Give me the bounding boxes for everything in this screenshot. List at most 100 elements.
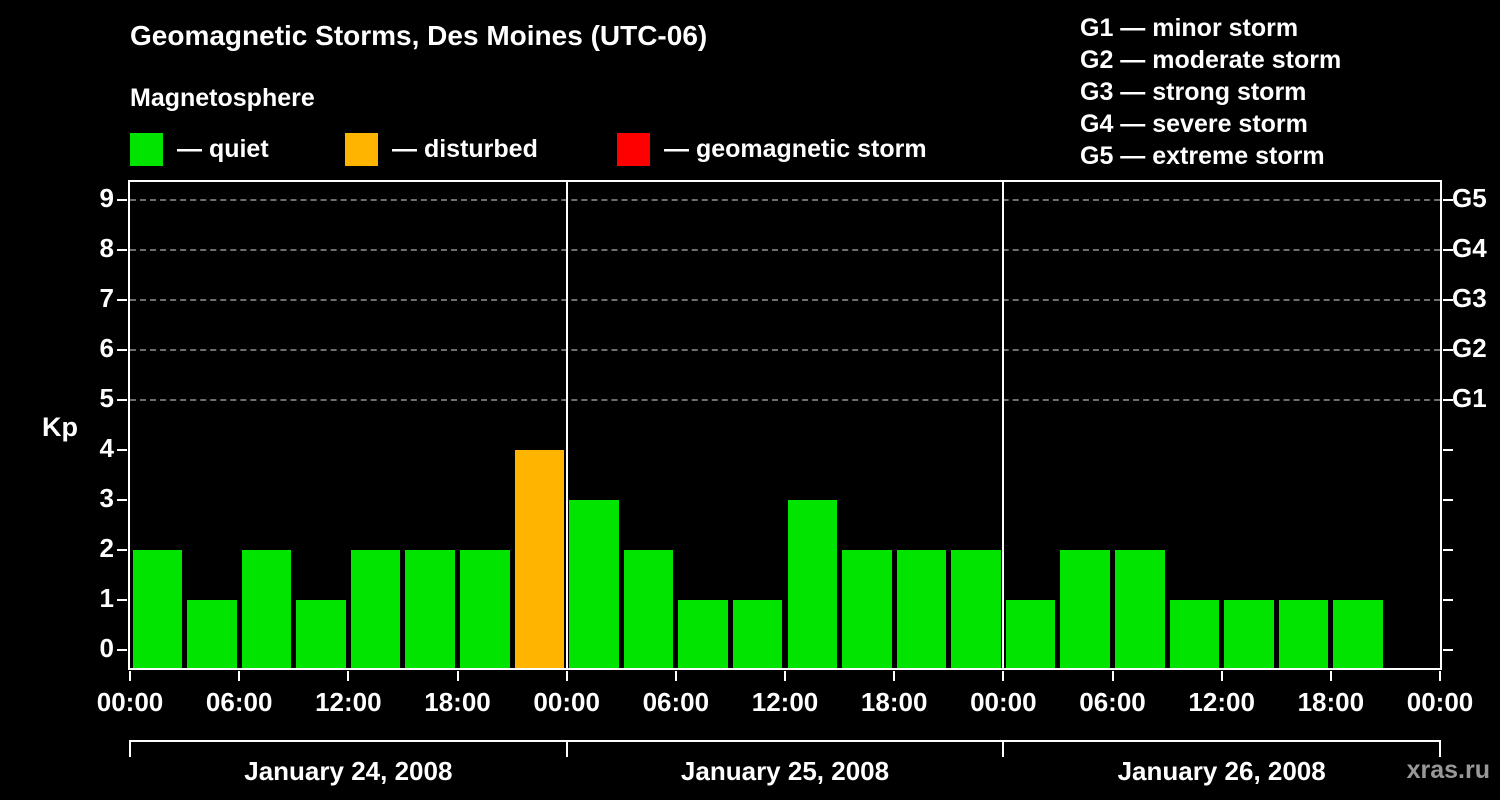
x-tick-mark (1220, 671, 1223, 681)
gridline-kp-7 (130, 299, 1440, 301)
g-level-label: G2 (1452, 333, 1487, 363)
y-tick-mark (117, 199, 127, 201)
kp-bar (678, 600, 728, 668)
x-tick-label: 12:00 (1188, 687, 1255, 717)
kp-bar (296, 600, 346, 668)
x-tick-label: 06:00 (1079, 687, 1146, 717)
g2-legend-entry: G2 — moderate storm (1080, 46, 1342, 74)
g-scale-legend: G1 — minor storm G2 — moderate storm G3 … (1080, 12, 1341, 172)
disturbed-color-swatch (345, 132, 378, 166)
x-tick-mark (238, 671, 241, 681)
x-tick-label: 06:00 (205, 687, 273, 717)
y-tick-mark (117, 549, 127, 551)
g-level-label: G3 (1452, 283, 1487, 313)
x-tick-mark (565, 671, 568, 681)
x-tick-mark (456, 671, 459, 681)
y-tick-label: 3 (99, 483, 114, 513)
x-tick-label: 12:00 (315, 687, 382, 717)
gridline-kp-5 (130, 399, 1440, 401)
date-axis-tick (129, 740, 131, 757)
y-tick-mark-right (1443, 449, 1453, 451)
legend-item-disturbed: — disturbed (345, 132, 538, 166)
y-tick-mark-right (1443, 299, 1453, 301)
x-tick-mark (1439, 671, 1441, 681)
x-tick-label: 12:00 (751, 687, 819, 717)
kp-bar (732, 600, 783, 668)
y-tick-mark-right (1443, 399, 1453, 401)
x-tick-label: 18:00 (1297, 687, 1365, 717)
g1-legend-entry: G1 — minor storm (1080, 14, 1299, 42)
y-tick-label: 1 (99, 583, 114, 613)
day-separator (565, 182, 568, 668)
kp-bar (951, 550, 1001, 668)
disturbed-label: — disturbed (392, 134, 538, 163)
kp-bar (1060, 550, 1110, 668)
y-tick-mark (117, 449, 127, 451)
y-tick-mark-right (1443, 249, 1453, 251)
x-tick-mark (129, 671, 131, 681)
y-tick-mark (117, 399, 127, 401)
x-tick-mark (674, 671, 677, 681)
date-axis-tick (565, 740, 568, 757)
y-tick-label: 7 (99, 283, 114, 313)
kp-bar (896, 550, 947, 668)
x-tick-label: 18:00 (424, 687, 491, 717)
kp-bar (241, 550, 292, 668)
x-tick-mark (784, 671, 786, 681)
x-tick-label: 00:00 (1406, 687, 1474, 717)
kp-bar (1005, 600, 1056, 668)
kp-bar (1224, 600, 1274, 668)
x-tick-mark (1329, 671, 1332, 681)
y-tick-label: 9 (99, 183, 114, 213)
kp-bar (460, 550, 510, 668)
gridline-kp-8 (130, 249, 1440, 251)
g-level-label: G1 (1452, 383, 1487, 413)
x-tick-label: 00:00 (96, 687, 164, 717)
g-level-label: G5 (1452, 183, 1487, 213)
x-tick-label: 00:00 (533, 687, 600, 717)
y-tick-label: 6 (99, 333, 114, 363)
y-tick-mark-right (1443, 199, 1453, 201)
y-tick-mark-right (1443, 649, 1453, 651)
legend-item-quiet: — quiet (130, 132, 269, 166)
kp-bar (514, 450, 565, 668)
kp-bar (623, 550, 674, 668)
kp-bar (132, 550, 183, 668)
legend-item-storm: — geomagnetic storm (617, 132, 927, 166)
kp-bar (1115, 550, 1165, 668)
chart-subtitle: Magnetosphere (130, 84, 315, 112)
day-separator (1002, 182, 1005, 668)
storm-color-swatch (617, 132, 650, 166)
kp-bar (405, 550, 455, 668)
watermark: xras.ru (1406, 756, 1490, 784)
date-axis-line (130, 740, 1440, 742)
y-tick-mark (117, 499, 127, 501)
g5-legend-entry: G5 — extreme storm (1080, 142, 1325, 170)
y-tick-label: 4 (99, 433, 114, 463)
x-tick-label: 18:00 (860, 687, 928, 717)
date-axis-tick (1439, 740, 1441, 757)
date-label: January 24, 2008 (244, 756, 453, 786)
date-axis-tick (1002, 740, 1005, 757)
y-tick-mark (117, 349, 127, 351)
y-tick-mark-right (1443, 549, 1453, 551)
y-axis-label: Kp (42, 412, 78, 442)
kp-bar (1278, 600, 1329, 668)
kp-bar (1169, 600, 1220, 668)
date-label: January 26, 2008 (1117, 756, 1326, 786)
kp-bar (1333, 600, 1383, 668)
y-tick-label: 2 (99, 533, 114, 563)
y-tick-mark-right (1443, 499, 1453, 501)
x-tick-mark (347, 671, 350, 681)
kp-bar (187, 600, 237, 668)
gridline-kp-9 (130, 199, 1440, 201)
y-tick-mark (117, 599, 127, 601)
x-tick-mark (1111, 671, 1114, 681)
y-tick-mark-right (1443, 349, 1453, 351)
g4-legend-entry: G4 — severe storm (1080, 110, 1308, 138)
page-title: Geomagnetic Storms, Des Moines (UTC-06) (130, 20, 708, 51)
quiet-label: — quiet (177, 134, 269, 163)
y-tick-label: 5 (99, 383, 114, 413)
y-tick-mark (117, 299, 127, 301)
